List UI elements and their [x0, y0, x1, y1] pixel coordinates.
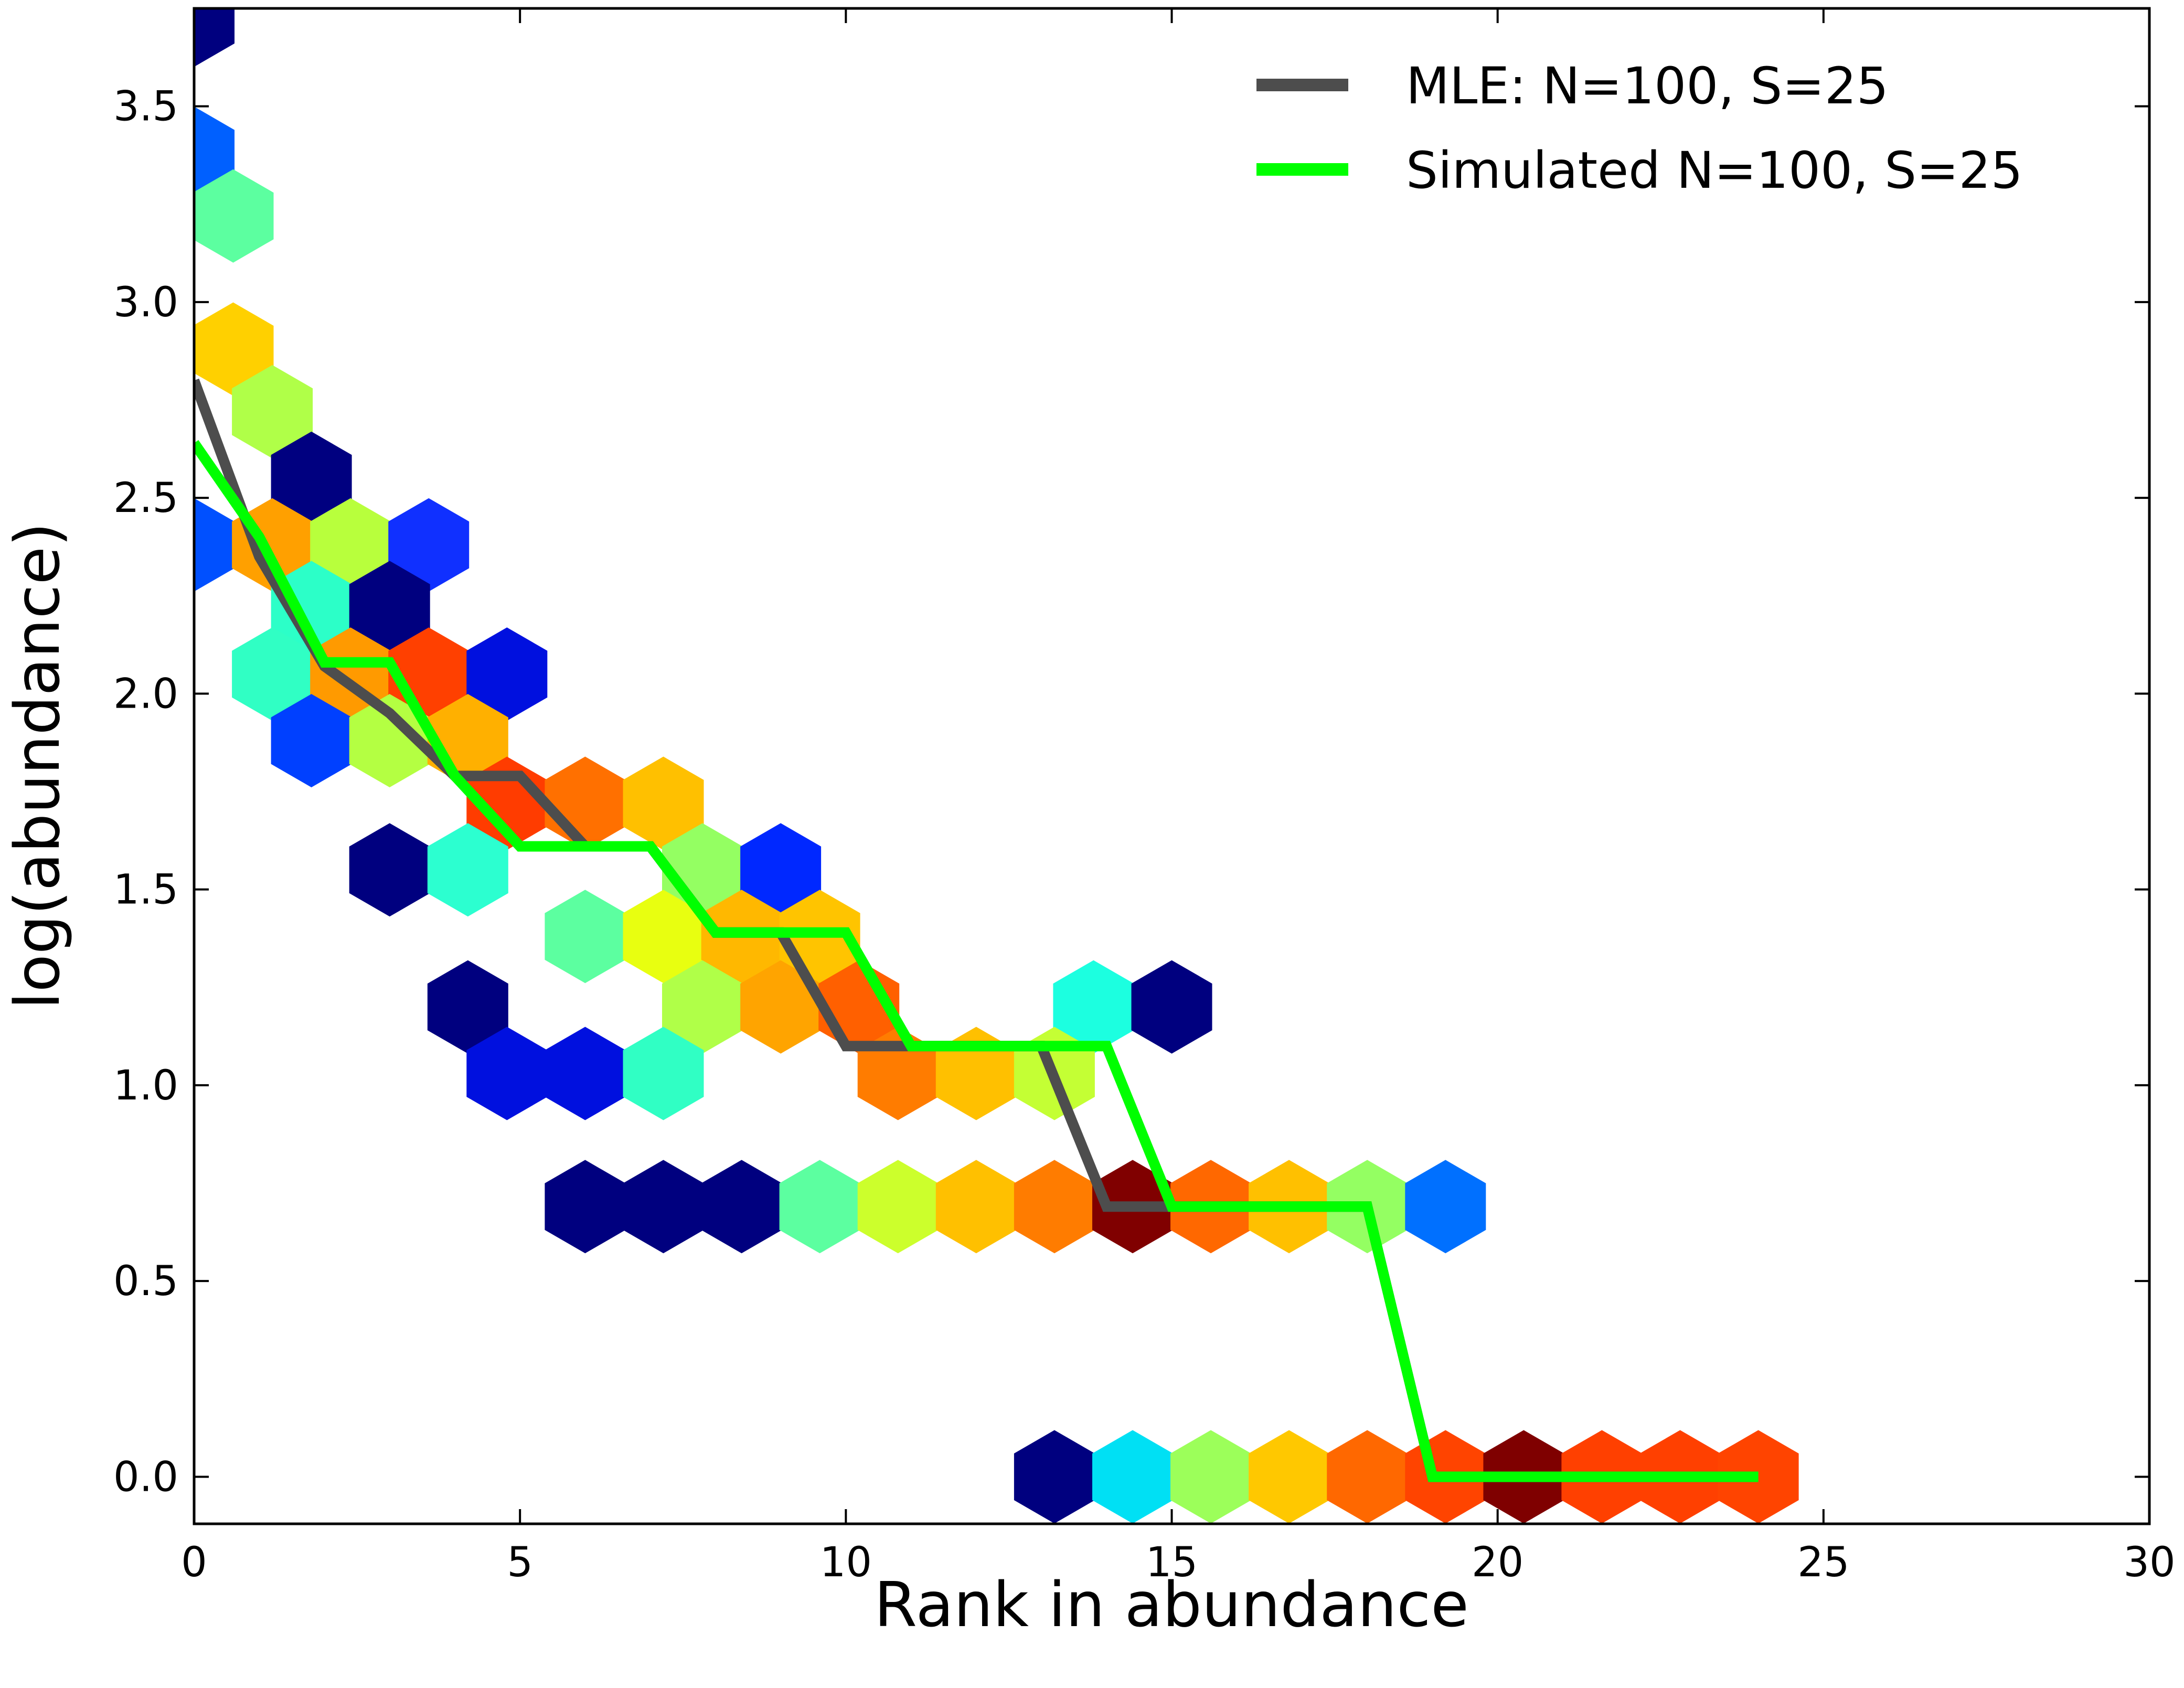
- hexbin-cell-15: [466, 627, 548, 721]
- y-tick-label-3: 1.5: [113, 867, 178, 914]
- legend: MLE: N=100, S=25 Simulated N=100, S=25: [1256, 57, 2023, 200]
- hexbin-cell-27: [623, 890, 704, 984]
- y-tick-label-4: 2.0: [113, 670, 178, 718]
- hexbin-cell-37: [545, 1027, 626, 1120]
- hexbin-cell-22: [349, 823, 430, 917]
- hexbin-cell-25: [740, 823, 822, 917]
- series-lines: [194, 378, 1759, 1482]
- hexbin-cell-38: [623, 1027, 704, 1120]
- hexbin-cell-42: [545, 1160, 626, 1254]
- legend-label-mle: MLE: N=100, S=25: [1406, 57, 1889, 115]
- hexbin-cell-53: [1405, 1160, 1486, 1254]
- hexbin-cell-11: [349, 561, 430, 655]
- hexbin-cell-2: [194, 169, 274, 263]
- x-tick-label-3: 15: [1146, 1539, 1198, 1586]
- hexbin-cell-44: [701, 1160, 782, 1254]
- hexbin-cell-12: [232, 627, 313, 721]
- hexbin-cell-48: [1014, 1160, 1095, 1254]
- series-line-1: [194, 440, 1759, 1482]
- x-tick-label-4: 20: [1472, 1539, 1524, 1586]
- y-tick-label-0: 0.0: [113, 1454, 178, 1501]
- hexbin-cell-57: [1249, 1430, 1330, 1524]
- hexbin-cell-21: [623, 756, 704, 850]
- hexbin-cell-58: [1327, 1430, 1408, 1524]
- hexbin-cell-3: [194, 302, 274, 396]
- hexbin-cell-9: [388, 498, 470, 592]
- hexbin-cell-45: [779, 1160, 860, 1254]
- hexbin-cell-8: [310, 498, 391, 592]
- y-tick-label-2: 1.0: [113, 1062, 178, 1109]
- hexbin-cell-56: [1170, 1430, 1251, 1524]
- y-tick-label-7: 3.5: [113, 83, 178, 131]
- x-axis-label: Rank in abundance: [874, 1568, 1469, 1641]
- y-axis-label: log(abundance): [1, 522, 73, 1009]
- hexbin-cell-47: [935, 1160, 1017, 1254]
- hexbin-cell-17: [349, 694, 430, 787]
- hexbin-cell-46: [857, 1160, 939, 1254]
- x-tick-label-0: 0: [181, 1539, 207, 1586]
- hexbin-cell-16: [271, 694, 352, 787]
- x-tick-label-2: 10: [820, 1539, 872, 1586]
- hexbin-cell-35: [1131, 960, 1212, 1054]
- hexbin-cell-6: [194, 498, 235, 592]
- hexbin-cell-0: [194, 8, 235, 67]
- hexbin-cell-30: [427, 960, 508, 1054]
- hexbin-cell-43: [623, 1160, 704, 1254]
- y-tick-label-5: 2.5: [113, 475, 178, 522]
- hexbin-cell-54: [1014, 1430, 1095, 1524]
- y-tick-label-6: 3.0: [113, 279, 178, 326]
- hexbin-cell-23: [427, 823, 508, 917]
- hexbin-cell-32: [740, 960, 822, 1054]
- hexbin-cell-10: [271, 561, 352, 655]
- hexbin-cell-5: [271, 431, 352, 525]
- hexbin-cell-31: [662, 960, 743, 1054]
- hexbin-cell-26: [545, 890, 626, 984]
- x-tick-label-5: 25: [1797, 1539, 1849, 1586]
- legend-label-simulated: Simulated N=100, S=25: [1406, 141, 2023, 200]
- y-tick-label-1: 0.5: [113, 1258, 178, 1305]
- x-tick-label-1: 5: [507, 1539, 533, 1586]
- hexbin-cell-4: [232, 365, 313, 458]
- hexbin-cell-55: [1092, 1430, 1173, 1524]
- hexbin-cell-34: [1053, 960, 1134, 1054]
- x-tick-label-6: 30: [2123, 1539, 2175, 1586]
- axis-ticks: 0 5 10 15 20 25 30 0.0 0.5 1.0 1.5 2.0 2.5 3.0 3.5: [113, 8, 2176, 1586]
- hexbin-cell-36: [466, 1027, 548, 1120]
